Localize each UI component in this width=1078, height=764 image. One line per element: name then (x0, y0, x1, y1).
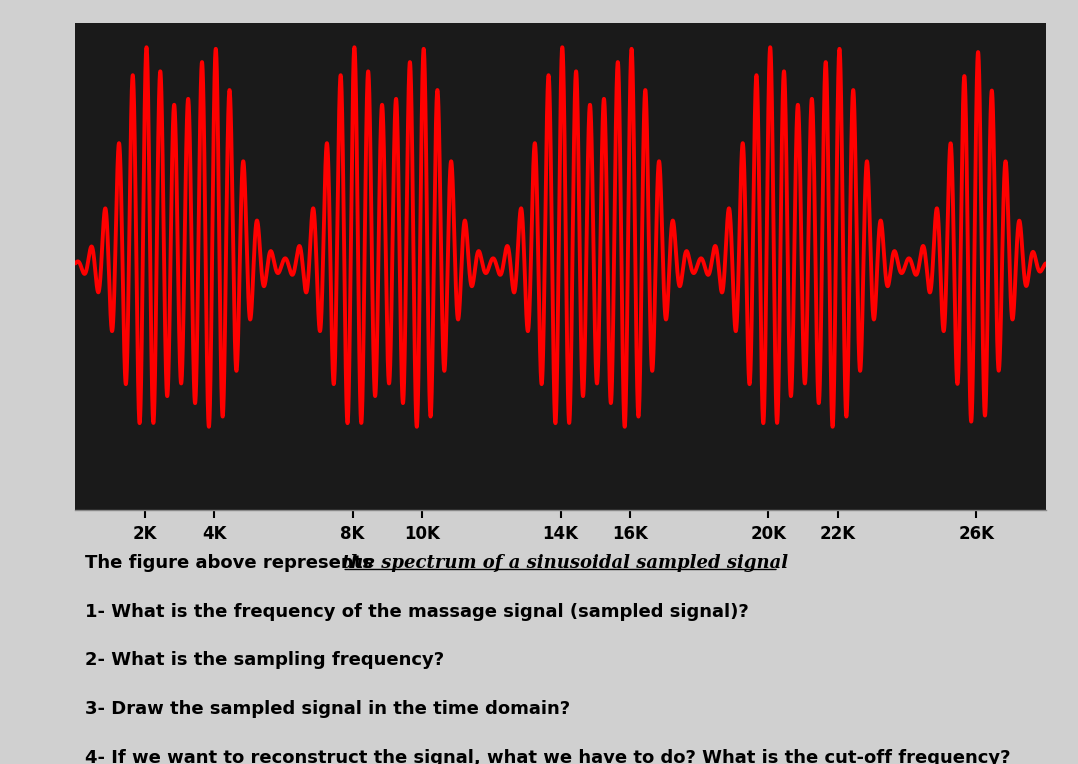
Text: 1- What is the frequency of the massage signal (sampled signal)?: 1- What is the frequency of the massage … (85, 603, 749, 620)
Text: 2- What is the sampling frequency?: 2- What is the sampling frequency? (85, 652, 444, 669)
Text: the spectrum of a sinusoidal sampled signal: the spectrum of a sinusoidal sampled sig… (343, 554, 788, 572)
Text: The figure above represents: The figure above represents (85, 554, 379, 572)
Text: 4- If we want to reconstruct the signal, what we have to do? What is the cut-off: 4- If we want to reconstruct the signal,… (85, 749, 1011, 764)
Text: 3- Draw the sampled signal in the time domain?: 3- Draw the sampled signal in the time d… (85, 700, 570, 718)
